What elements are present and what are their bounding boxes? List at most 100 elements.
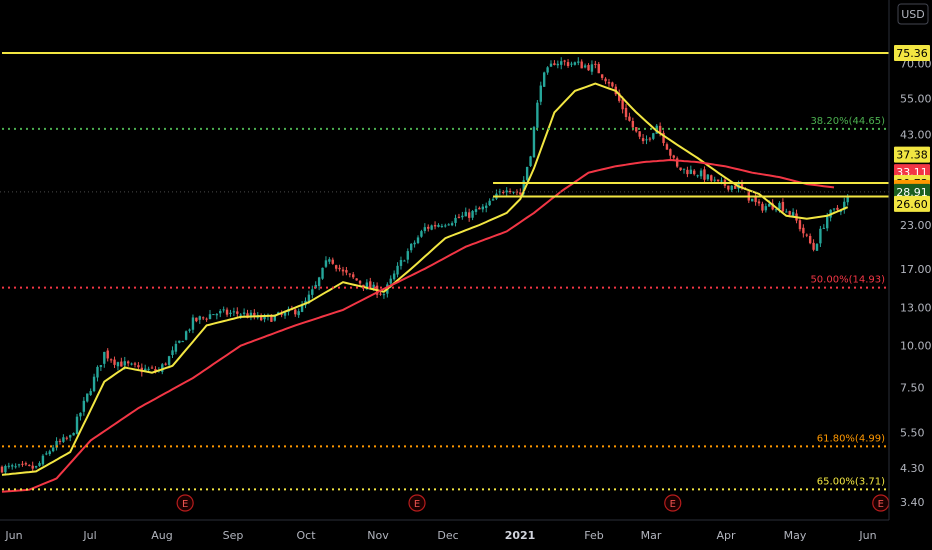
candle-body	[178, 340, 181, 343]
candle-body	[355, 278, 358, 281]
time-axis-tick: 2021	[505, 529, 536, 542]
candle-body	[624, 107, 628, 118]
moving-averages-layer	[1, 82, 849, 493]
candle-body	[14, 466, 17, 468]
candle-body	[805, 234, 808, 236]
time-axis-tick: Apr	[716, 529, 736, 542]
candle-body	[819, 228, 822, 244]
candle-body	[546, 67, 549, 73]
candle-body	[522, 180, 525, 194]
candle-body	[317, 277, 321, 286]
candle-body	[631, 120, 635, 128]
candle-body	[727, 185, 730, 190]
candle-body	[334, 265, 338, 269]
candle-body	[832, 208, 836, 210]
earnings-marker[interactable]	[408, 494, 426, 512]
fib-level-label: 61.80%(4.99)	[817, 433, 885, 444]
candle-body	[839, 210, 843, 212]
time-axis-tick: Nov	[367, 529, 389, 542]
candle-body	[171, 350, 174, 355]
price-axis-tick: 17.00	[900, 263, 932, 276]
candle-body	[768, 203, 771, 207]
candle-body	[294, 309, 297, 315]
candle-body	[17, 464, 21, 466]
candle-body	[587, 65, 590, 71]
candle-body	[549, 63, 553, 67]
candle-body	[638, 131, 641, 137]
candle-body	[174, 343, 178, 352]
candle-body	[69, 435, 72, 438]
candle-body	[297, 311, 300, 316]
candle-body	[195, 317, 198, 322]
candle-body	[519, 192, 522, 195]
candle-body	[785, 211, 788, 213]
time-axis-tick: Jun	[4, 529, 22, 542]
candle-body	[92, 376, 96, 392]
candle-body	[672, 155, 675, 158]
candle-body	[58, 440, 62, 442]
candle-body	[167, 356, 171, 365]
time-axis-tick: Sep	[223, 529, 244, 542]
price-tag-label: 28.91	[896, 186, 928, 199]
candle-body	[215, 314, 219, 316]
candle-body	[423, 227, 427, 231]
candle-body	[246, 313, 249, 318]
candle-body	[693, 170, 696, 175]
time-axis-tick: Oct	[296, 529, 316, 542]
earnings-marker[interactable]	[664, 494, 682, 512]
candle-body	[403, 260, 406, 262]
candle-body	[4, 465, 7, 473]
candle-body	[99, 365, 103, 367]
candle-body	[570, 63, 573, 65]
candle-body	[106, 350, 109, 359]
candle-body	[583, 65, 587, 68]
candle-body	[239, 314, 242, 316]
candle-body	[628, 116, 631, 121]
price-axis-tick: 10.00	[900, 340, 932, 353]
candle-body	[154, 368, 157, 372]
ma-fast-line	[1, 82, 849, 476]
currency-button[interactable]: USD	[897, 3, 929, 25]
candle-body	[242, 312, 246, 314]
candle-body	[144, 368, 147, 372]
earnings-marker-label: E	[182, 499, 188, 510]
price-tag-label: 75.36	[896, 47, 928, 60]
candle-body	[389, 278, 392, 284]
earnings-marker-label: E	[670, 499, 676, 510]
candle-body	[618, 93, 621, 101]
candle-body	[147, 368, 150, 370]
fib-level-label: 50.00%(14.93)	[810, 275, 885, 286]
candle-body	[502, 192, 505, 194]
earnings-marker[interactable]	[176, 494, 194, 512]
time-axis-tick: Mar	[641, 529, 662, 542]
price-axis-tick: 13.00	[900, 302, 932, 315]
candle-body	[24, 463, 28, 465]
candle-body	[843, 201, 846, 210]
candle-body	[812, 242, 815, 250]
price-tag	[894, 183, 930, 200]
candle-body	[28, 464, 31, 466]
candle-body	[437, 224, 440, 227]
candle-body	[45, 453, 48, 455]
time-axis[interactable]: Jun Jul Aug Sep Oct Nov Dec 2021 Feb Mar Apr May Jun	[4, 529, 876, 542]
candle-body	[573, 62, 577, 65]
candle-body	[109, 359, 113, 361]
candle-body	[328, 259, 331, 262]
time-axis-tick: May	[784, 529, 807, 542]
candle-body	[11, 465, 14, 467]
earnings-marker-label: E	[414, 499, 420, 510]
candle-body	[454, 217, 457, 223]
candle-body	[665, 144, 669, 150]
candle-body	[778, 202, 781, 209]
candle-body	[253, 312, 256, 317]
candle-body	[219, 310, 222, 314]
candle-body	[488, 200, 491, 206]
candle-body	[751, 198, 754, 202]
candle-body	[607, 82, 611, 84]
candle-body	[447, 224, 450, 226]
candle-body	[641, 138, 645, 142]
candle-body	[41, 455, 45, 465]
time-axis-tick: Feb	[584, 529, 603, 542]
